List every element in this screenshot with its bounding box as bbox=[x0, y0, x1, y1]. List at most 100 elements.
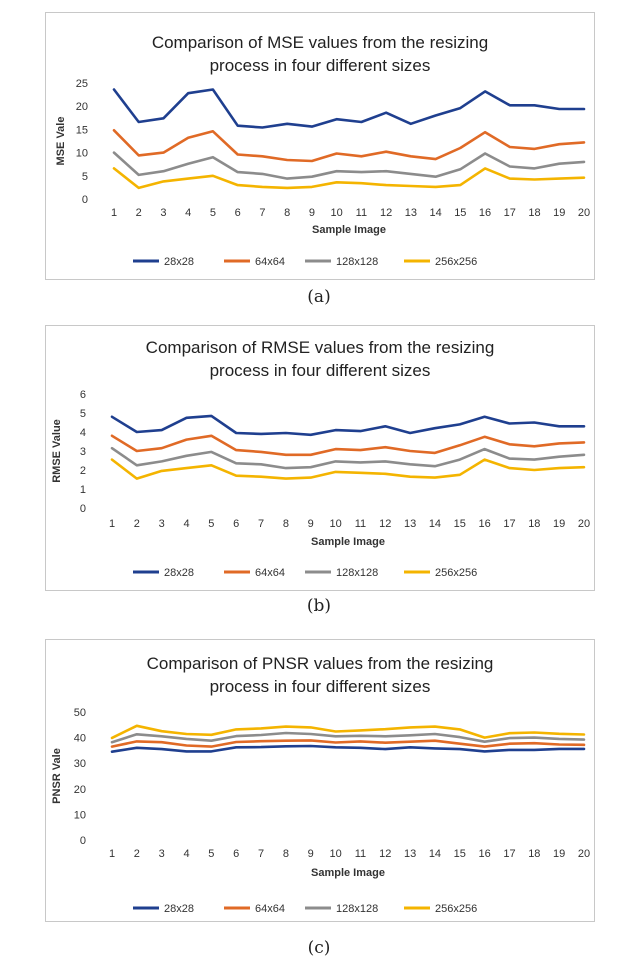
series-line-28x28 bbox=[112, 88, 586, 129]
x-tick-label: 13 bbox=[404, 848, 416, 860]
series-line-256x256 bbox=[110, 724, 586, 740]
x-axis-label: Sample Image bbox=[311, 536, 385, 548]
x-tick-label: 3 bbox=[160, 207, 166, 219]
x-tick-label: 7 bbox=[258, 518, 264, 530]
x-tick-label: 3 bbox=[159, 848, 165, 860]
y-tick-label: 4 bbox=[80, 427, 86, 439]
chart-title-line-2: process in four different sizes bbox=[209, 677, 431, 696]
x-tick-label: 16 bbox=[479, 518, 491, 530]
y-tick-label: 25 bbox=[76, 78, 88, 90]
series-line-64x64 bbox=[110, 739, 586, 748]
legend-label: 128x128 bbox=[336, 567, 378, 579]
x-tick-label: 4 bbox=[183, 848, 189, 860]
legend-label: 128x128 bbox=[336, 256, 378, 268]
y-tick-label: 0 bbox=[80, 835, 86, 847]
x-tick-label: 9 bbox=[308, 518, 314, 530]
chart-a: Comparison of MSE values from the resizi… bbox=[45, 12, 595, 280]
x-tick-label: 6 bbox=[233, 848, 239, 860]
legend-label: 28x28 bbox=[164, 567, 194, 579]
x-tick-label: 2 bbox=[136, 207, 142, 219]
chart-title-line-2: process in four different sizes bbox=[209, 56, 431, 75]
x-tick-label: 11 bbox=[355, 848, 366, 860]
x-tick-label: 9 bbox=[309, 207, 315, 219]
x-tick-label: 19 bbox=[553, 207, 565, 219]
y-tick-label: 20 bbox=[76, 101, 88, 113]
legend-label: 64x64 bbox=[255, 256, 285, 268]
legend-label: 256x256 bbox=[435, 256, 477, 268]
y-tick-label: 30 bbox=[74, 758, 86, 770]
y-tick-label: 3 bbox=[80, 446, 86, 458]
x-tick-label: 5 bbox=[208, 518, 214, 530]
x-tick-label: 9 bbox=[308, 848, 314, 860]
chart-title-line-2: process in four different sizes bbox=[209, 361, 431, 380]
x-tick-label: 6 bbox=[235, 207, 241, 219]
y-tick-label: 0 bbox=[80, 503, 86, 515]
x-tick-label: 6 bbox=[233, 518, 239, 530]
x-tick-label: 1 bbox=[111, 207, 117, 219]
x-tick-label: 12 bbox=[379, 518, 391, 530]
y-axis-label: MSE Vale bbox=[55, 117, 67, 166]
x-tick-label: 14 bbox=[429, 518, 441, 530]
x-tick-label: 2 bbox=[134, 518, 140, 530]
x-tick-label: 15 bbox=[454, 848, 466, 860]
x-tick-label: 16 bbox=[479, 848, 491, 860]
series-line-28x28 bbox=[110, 414, 586, 437]
x-tick-label: 12 bbox=[379, 848, 391, 860]
x-tick-label: 7 bbox=[258, 848, 264, 860]
y-tick-label: 2 bbox=[80, 465, 86, 477]
x-tick-label: 15 bbox=[454, 518, 466, 530]
x-tick-label: 17 bbox=[503, 848, 515, 860]
x-tick-label: 10 bbox=[329, 518, 341, 530]
series-line-128x128 bbox=[112, 151, 586, 180]
x-tick-label: 17 bbox=[504, 207, 516, 219]
legend-label: 256x256 bbox=[435, 567, 477, 579]
x-tick-label: 17 bbox=[503, 518, 515, 530]
x-tick-label: 5 bbox=[208, 848, 214, 860]
x-tick-label: 18 bbox=[528, 518, 540, 530]
y-axis-label: RMSE Value bbox=[51, 419, 63, 483]
x-tick-label: 7 bbox=[259, 207, 265, 219]
x-tick-label: 10 bbox=[329, 848, 341, 860]
legend-label: 128x128 bbox=[336, 903, 378, 915]
x-tick-label: 11 bbox=[355, 518, 366, 530]
x-tick-label: 1 bbox=[109, 848, 115, 860]
chart-caption-b: (b) bbox=[306, 596, 332, 616]
series-line-64x64 bbox=[112, 129, 586, 163]
x-tick-label: 4 bbox=[185, 207, 191, 219]
series-line-28x28 bbox=[110, 744, 586, 753]
x-tick-label: 3 bbox=[159, 518, 165, 530]
x-tick-label: 19 bbox=[553, 848, 565, 860]
chart-title-line-1: Comparison of MSE values from the resizi… bbox=[151, 33, 489, 52]
x-tick-label: 4 bbox=[183, 518, 189, 530]
chart-c: Comparison of PNSR values from the resiz… bbox=[45, 639, 595, 922]
y-tick-label: 5 bbox=[82, 171, 88, 183]
x-tick-label: 20 bbox=[578, 518, 590, 530]
x-tick-label: 18 bbox=[528, 207, 540, 219]
chart-caption-c: (c) bbox=[307, 938, 331, 958]
x-tick-label: 15 bbox=[454, 207, 466, 219]
x-tick-label: 10 bbox=[331, 207, 343, 219]
x-tick-label: 1 bbox=[109, 518, 115, 530]
legend-label: 28x28 bbox=[164, 256, 194, 268]
x-tick-label: 8 bbox=[283, 518, 289, 530]
x-tick-label: 8 bbox=[284, 207, 290, 219]
y-tick-label: 0 bbox=[82, 194, 88, 206]
x-tick-label: 20 bbox=[578, 207, 590, 219]
chart-caption-a: (a) bbox=[307, 287, 331, 307]
y-tick-label: 10 bbox=[74, 809, 86, 821]
y-tick-label: 40 bbox=[74, 733, 86, 745]
chart-title-line-1: Comparison of RMSE values from the resiz… bbox=[145, 338, 495, 357]
series-line-128x128 bbox=[110, 731, 586, 744]
x-tick-label: 18 bbox=[528, 848, 540, 860]
chart-title-line-1: Comparison of PNSR values from the resiz… bbox=[146, 654, 494, 673]
legend-label: 28x28 bbox=[164, 903, 194, 915]
y-tick-label: 20 bbox=[74, 784, 86, 796]
x-tick-label: 14 bbox=[429, 848, 441, 860]
y-tick-label: 15 bbox=[76, 124, 88, 136]
series-line-256x256 bbox=[112, 167, 586, 190]
y-tick-label: 6 bbox=[80, 389, 86, 401]
chart-b: Comparison of RMSE values from the resiz… bbox=[45, 325, 595, 591]
